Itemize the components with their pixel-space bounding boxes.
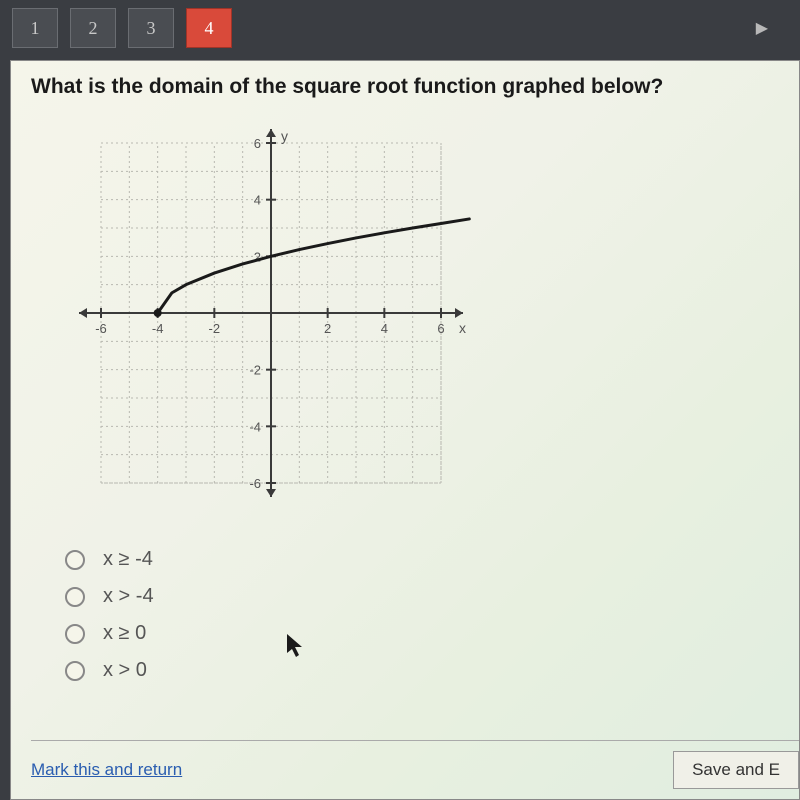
svg-text:-2: -2 — [249, 363, 261, 378]
function-graph: -6-4-2246-6-4-2246xy — [71, 123, 471, 503]
graph-container: -6-4-2246-6-4-2246xy — [71, 123, 779, 508]
svg-text:-6: -6 — [95, 321, 107, 336]
svg-text:6: 6 — [437, 321, 444, 336]
answer-option-c[interactable]: x ≥ 0 — [65, 622, 779, 645]
svg-text:x: x — [459, 320, 466, 336]
radio-icon — [65, 661, 85, 681]
answer-option-a[interactable]: x ≥ -4 — [65, 548, 779, 571]
option-label: x ≥ 0 — [103, 622, 146, 645]
svg-text:2: 2 — [324, 321, 331, 336]
answer-option-b[interactable]: x > -4 — [65, 585, 779, 608]
option-label: x ≥ -4 — [103, 548, 153, 571]
option-label: x > 0 — [103, 659, 147, 682]
save-exit-button[interactable]: Save and E — [673, 751, 799, 789]
nav-tab-1[interactable]: 1 — [12, 8, 58, 48]
nav-next-arrow-icon[interactable]: ▶ — [756, 18, 768, 38]
nav-tab-3[interactable]: 3 — [128, 8, 174, 48]
radio-icon — [65, 624, 85, 644]
svg-text:-4: -4 — [152, 321, 164, 336]
nav-tab-2[interactable]: 2 — [70, 8, 116, 48]
question-panel: What is the domain of the square root fu… — [10, 60, 800, 800]
svg-text:6: 6 — [254, 136, 261, 151]
mark-return-link[interactable]: Mark this and return — [31, 760, 182, 780]
svg-text:-6: -6 — [249, 476, 261, 491]
svg-text:4: 4 — [381, 321, 388, 336]
answer-options: x ≥ -4 x > -4 x ≥ 0 x > 0 — [65, 548, 779, 682]
radio-icon — [65, 550, 85, 570]
question-nav-bar: 1 2 3 4 ▶ — [0, 0, 800, 56]
bottom-bar: Mark this and return Save and E — [31, 740, 799, 789]
radio-icon — [65, 587, 85, 607]
svg-text:-2: -2 — [209, 321, 221, 336]
answer-option-d[interactable]: x > 0 — [65, 659, 779, 682]
nav-tab-4[interactable]: 4 — [186, 8, 232, 48]
svg-text:y: y — [281, 128, 288, 144]
svg-text:-4: -4 — [249, 419, 261, 434]
svg-text:4: 4 — [254, 193, 261, 208]
option-label: x > -4 — [103, 585, 154, 608]
question-text: What is the domain of the square root fu… — [31, 75, 779, 99]
